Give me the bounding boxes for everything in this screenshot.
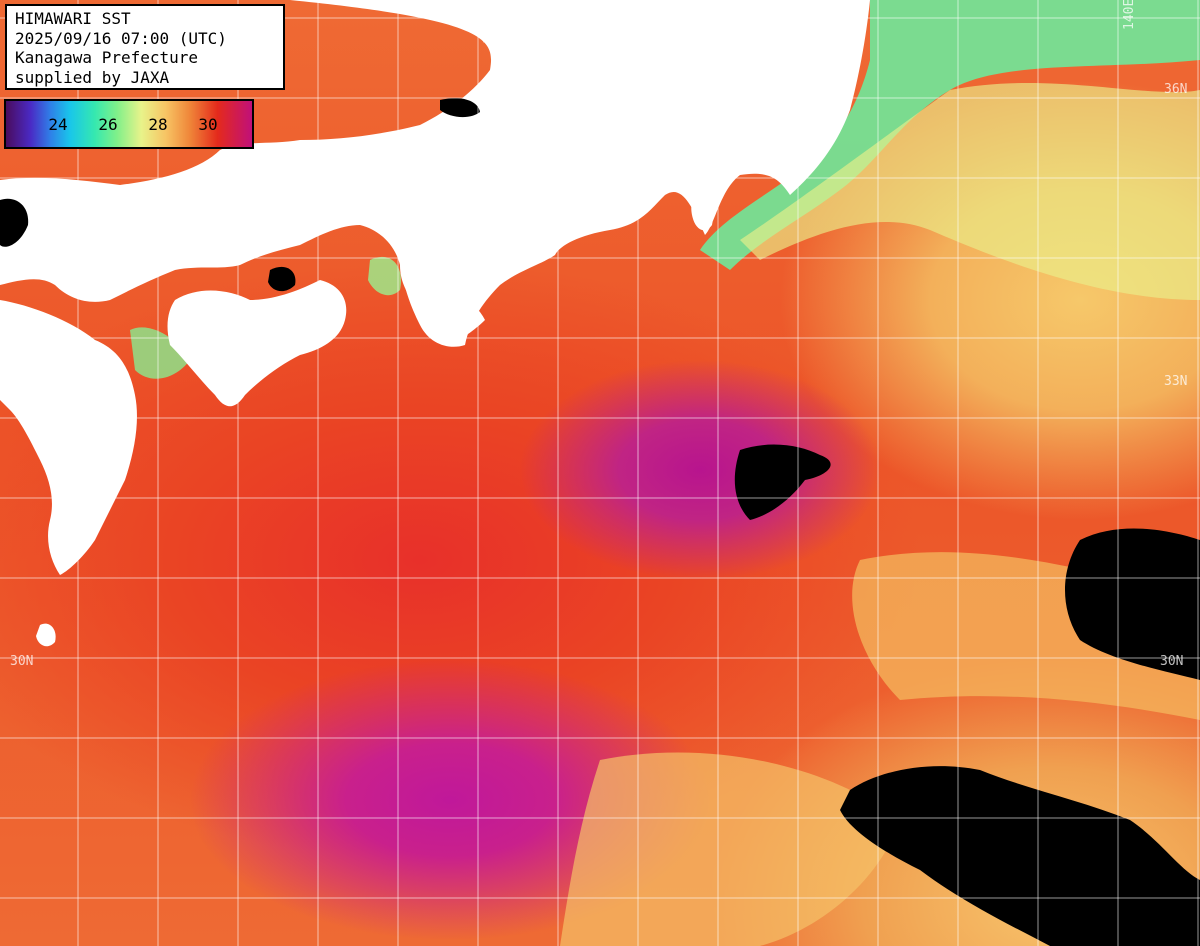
cloud-southeast	[840, 766, 1200, 946]
land-kyushu	[0, 300, 137, 575]
timestamp: 2025/09/16 07:00 (UTC)	[15, 28, 227, 48]
cloud-north-coast	[440, 98, 480, 118]
land-kii	[400, 265, 485, 345]
cloud-northwest	[0, 198, 29, 247]
colorbar-tick-26: 26	[98, 115, 118, 134]
grid-label-lat-33-left: 33	[10, 374, 26, 389]
land-tanegashima	[36, 623, 56, 647]
grid-label-lon-136: 136E	[482, 12, 497, 44]
cool-water-gradient	[740, 82, 1200, 300]
product-title: HIMAWARI SST	[15, 9, 131, 28]
cool-water-osaka-bay	[368, 256, 401, 296]
temperature-colorbar: 24 26 28 30	[4, 99, 254, 149]
grid-label-lat-30-right: 30N	[1160, 654, 1184, 669]
cloud-seto	[268, 266, 296, 292]
grid-label-lat-33-right: 33N	[1164, 374, 1188, 389]
data-credit: supplied by JAXA	[15, 67, 170, 87]
provider-prefecture: Kanagawa Prefecture	[15, 48, 199, 67]
cloud-center	[734, 444, 831, 520]
grid-label-lon-140: 140E	[1122, 0, 1137, 30]
grid-label-lat-30-left: 30N	[10, 654, 34, 669]
land-honshu	[0, 0, 870, 347]
colorbar-tick-30: 30	[198, 115, 218, 134]
grid-label-lat-36-right: 36N	[1164, 82, 1188, 97]
land-izu	[691, 190, 713, 231]
cloud-east	[1065, 528, 1200, 680]
land-shikoku	[167, 280, 347, 407]
land-small-island-west	[8, 378, 27, 398]
colorbar-tick-28: 28	[148, 115, 168, 134]
info-box: HIMAWARI SST 2025/09/16 07:00 (UTC) Kana…	[5, 4, 285, 90]
cool-water-seto	[130, 327, 190, 379]
colorbar-tick-24: 24	[48, 115, 68, 134]
